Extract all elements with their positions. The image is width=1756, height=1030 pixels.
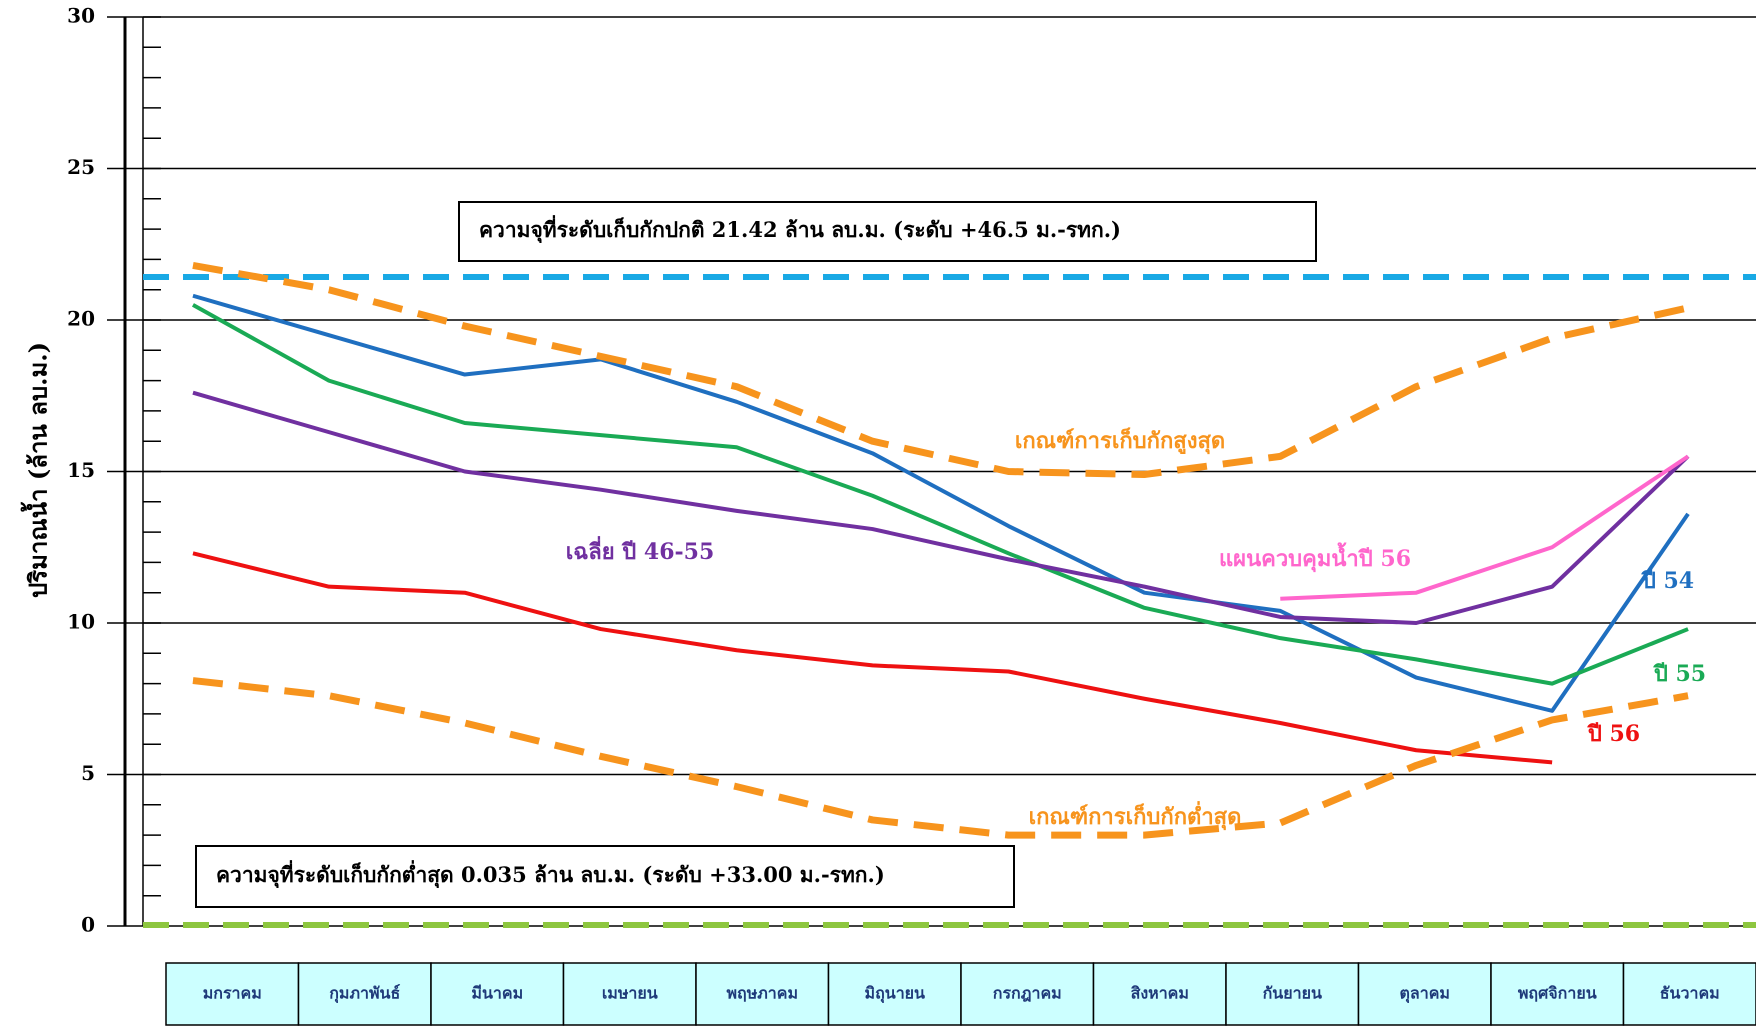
series-line (193, 393, 1688, 623)
series-label: ปี 55 (1653, 661, 1706, 687)
series-line (193, 553, 1552, 762)
y-tick-label: 5 (81, 761, 95, 785)
y-tick-label: 15 (67, 458, 95, 482)
series-line (193, 296, 1688, 711)
annotation-text: ความจุที่ระดับเก็บกักต่ำสุด 0.035 ล้าน ล… (216, 859, 885, 889)
series-line (193, 265, 1688, 474)
x-tick-label: เมษายน (602, 984, 658, 1003)
x-tick-label: สิงหาคม (1130, 984, 1189, 1003)
y-tick-label: 30 (67, 4, 95, 28)
series-label: แผนควบคุมน้ำปี 56 (1219, 542, 1411, 573)
x-tick-label: กุมภาพันธ์ (329, 984, 400, 1004)
series-line (1280, 456, 1688, 598)
series-label: เกณฑ์การเก็บกักต่ำสุด (1029, 800, 1242, 831)
y-tick-label: 0 (81, 913, 95, 937)
series-label: ปี 56 (1587, 721, 1640, 747)
series-label: เฉลี่ย ปี 46-55 (566, 535, 715, 565)
x-tick-label: มิถุนายน (865, 984, 926, 1004)
x-tick-label: กันยายน (1263, 984, 1322, 1003)
series-line (193, 681, 1688, 836)
y-tick-label: 20 (67, 307, 95, 331)
x-tick-label: กรกฎาคม (993, 984, 1062, 1003)
x-tick-label: มกราคม (203, 984, 262, 1003)
x-tick-label: มีนาคม (471, 984, 523, 1003)
y-tick-label: 10 (67, 610, 95, 634)
series-label: เกณฑ์การเก็บกักสูงสุด (1015, 426, 1225, 455)
x-tick-label: พฤษภาคม (726, 984, 798, 1003)
series-label: ปี 54 (1641, 568, 1694, 594)
y-tick-label: 25 (67, 155, 95, 179)
y-axis-label: ปริมาณน้ำ (ล้าน ลบ.ม.) (20, 342, 53, 598)
x-tick-label: ธันวาคม (1660, 984, 1720, 1003)
annotation-text: ความจุที่ระดับเก็บกักปกติ 21.42 ล้าน ลบ.… (479, 214, 1121, 244)
x-tick-label: พฤศจิกายน (1518, 984, 1597, 1003)
x-tick-label: ตุลาคม (1400, 984, 1450, 1004)
